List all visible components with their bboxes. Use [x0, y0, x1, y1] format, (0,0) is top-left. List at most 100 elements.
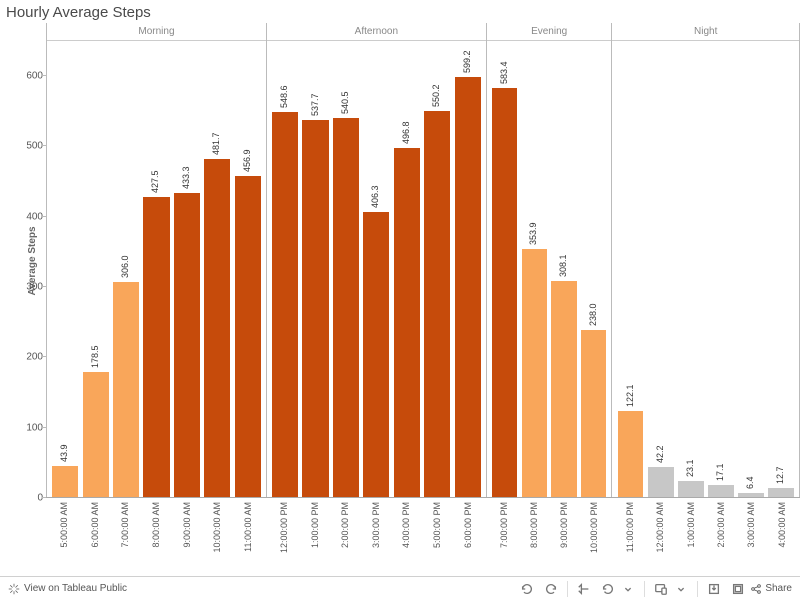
- bar-value-label: 537.7: [310, 93, 320, 116]
- bar[interactable]: [333, 118, 359, 497]
- redo-icon: [544, 582, 558, 596]
- bar[interactable]: [492, 88, 518, 497]
- bar[interactable]: [52, 466, 78, 497]
- panel-header: Night: [612, 23, 799, 41]
- bar[interactable]: [551, 281, 577, 497]
- x-tick-slot: 10:00:00 AM: [202, 498, 233, 576]
- y-axis: 0100200300400500600: [0, 23, 46, 498]
- tableau-public-link[interactable]: View on Tableau Public: [8, 583, 127, 595]
- bar-value-label: 481.7: [211, 133, 221, 156]
- bar[interactable]: [678, 481, 704, 497]
- x-tick-slot: 10:00:00 PM: [579, 498, 609, 576]
- x-tick-label: 5:00:00 AM: [59, 502, 69, 548]
- bar[interactable]: [302, 120, 328, 497]
- bar[interactable]: [648, 467, 674, 497]
- x-tick-label: 6:00:00 PM: [463, 502, 473, 548]
- bar[interactable]: [174, 193, 200, 497]
- tableau-icon: [8, 583, 20, 595]
- bar-value-label: 308.1: [558, 254, 568, 277]
- bar[interactable]: [618, 411, 644, 497]
- bar[interactable]: [708, 485, 734, 497]
- x-tick-slot: 2:00:00 PM: [330, 498, 361, 576]
- bar-slot: 238.0: [579, 41, 609, 497]
- x-tick-slot: 3:00:00 PM: [361, 498, 392, 576]
- bar-slot: 427.5: [141, 41, 171, 497]
- bar[interactable]: [235, 176, 261, 497]
- x-tick-label: 10:00:00 PM: [589, 502, 599, 553]
- bar-slot: 548.6: [270, 41, 300, 497]
- bar-slot: 12.7: [766, 41, 796, 497]
- x-tick-label: 6:00:00 AM: [90, 502, 100, 548]
- y-tick-label: 0: [37, 493, 43, 504]
- bar[interactable]: [424, 111, 450, 497]
- y-tick-label: 200: [26, 352, 43, 363]
- fullscreen-button[interactable]: [726, 579, 750, 599]
- bar-slot: 306.0: [111, 41, 141, 497]
- toolbar: View on Tableau Public Share: [0, 576, 800, 600]
- bar-slot: 23.1: [676, 41, 706, 497]
- bar-value-label: 43.9: [59, 445, 69, 463]
- x-tick-slot: 7:00:00 AM: [110, 498, 141, 576]
- redo-button[interactable]: [539, 579, 563, 599]
- share-button[interactable]: Share: [750, 583, 792, 595]
- bar-value-label: 178.5: [90, 345, 100, 368]
- bar[interactable]: [363, 212, 389, 497]
- refresh-icon: [601, 582, 615, 596]
- x-tick-slot: 1:00:00 AM: [675, 498, 705, 576]
- bar-slot: 42.2: [646, 41, 676, 497]
- bar-value-label: 42.2: [655, 446, 665, 464]
- panel-morning: Morning43.9178.5306.0427.5433.3481.7456.…: [46, 23, 266, 497]
- revert-button[interactable]: [572, 579, 596, 599]
- bar[interactable]: [768, 488, 794, 497]
- bar-slot: 178.5: [80, 41, 110, 497]
- bar[interactable]: [738, 493, 764, 497]
- download-button[interactable]: [702, 579, 726, 599]
- y-tick-label: 400: [26, 211, 43, 222]
- bar[interactable]: [455, 77, 481, 497]
- x-panel: 7:00:00 PM8:00:00 PM 9:00:00 PM 10:00:00 P…: [486, 498, 612, 576]
- bar-slot: 43.9: [50, 41, 80, 497]
- undo-icon: [520, 582, 534, 596]
- bar[interactable]: [272, 112, 298, 497]
- bar-value-label: 17.1: [715, 463, 725, 481]
- bar[interactable]: [143, 197, 169, 497]
- x-tick-label: 9:00:00 PM: [559, 502, 569, 548]
- x-tick-slot: 2:00:00 AM: [706, 498, 736, 576]
- x-tick-slot: 8:00:00 PM: [519, 498, 549, 576]
- bar-value-label: 599.2: [462, 50, 472, 73]
- x-panel: 11:00:00 PM12:00:00 AM1:00:00 AM2:00:00 …: [611, 498, 800, 576]
- x-tick-slot: 5:00:00 PM: [422, 498, 453, 576]
- bar-value-label: 353.9: [528, 222, 538, 245]
- bar[interactable]: [522, 249, 548, 497]
- y-tick-label: 300: [26, 282, 43, 293]
- bar-value-label: 433.3: [181, 167, 191, 190]
- bar[interactable]: [581, 330, 607, 497]
- bar-slot: 17.1: [706, 41, 736, 497]
- x-tick-slot: 3:00:00 AM: [736, 498, 766, 576]
- x-tick-label: 7:00:00 AM: [120, 502, 130, 548]
- bar-slot: 537.7: [300, 41, 330, 497]
- tableau-public-label: View on Tableau Public: [24, 583, 127, 594]
- bar-slot: 583.4: [490, 41, 520, 497]
- bar-slot: 122.1: [615, 41, 645, 497]
- x-tick-label: 9:00:00 AM: [182, 502, 192, 548]
- x-tick-label: 2:00:00 AM: [716, 502, 726, 548]
- bar[interactable]: [394, 148, 420, 497]
- device-dropdown[interactable]: [669, 579, 693, 599]
- undo-button[interactable]: [515, 579, 539, 599]
- chart-area: Average Steps 0100200300400500600 Mornin…: [0, 23, 800, 498]
- download-icon: [707, 582, 721, 596]
- bar[interactable]: [204, 159, 230, 497]
- x-axis: 5:00:00 AM6:00:00 AM7:00:00 AM8:00:00 AM…: [0, 498, 800, 576]
- x-tick-label: 12:00:00 PM: [279, 502, 289, 553]
- x-tick-slot: 7:00:00 PM: [489, 498, 519, 576]
- bar[interactable]: [113, 282, 139, 497]
- refresh-dropdown[interactable]: [616, 579, 640, 599]
- bar[interactable]: [83, 372, 109, 497]
- panel-night: Night122.142.223.117.16.412.7: [611, 23, 800, 497]
- panel-header: Evening: [487, 23, 612, 41]
- bar-value-label: 122.1: [625, 385, 635, 408]
- bar-value-label: 456.9: [242, 150, 252, 173]
- x-tick-label: 5:00:00 PM: [432, 502, 442, 548]
- bar-value-label: 583.4: [499, 61, 509, 84]
